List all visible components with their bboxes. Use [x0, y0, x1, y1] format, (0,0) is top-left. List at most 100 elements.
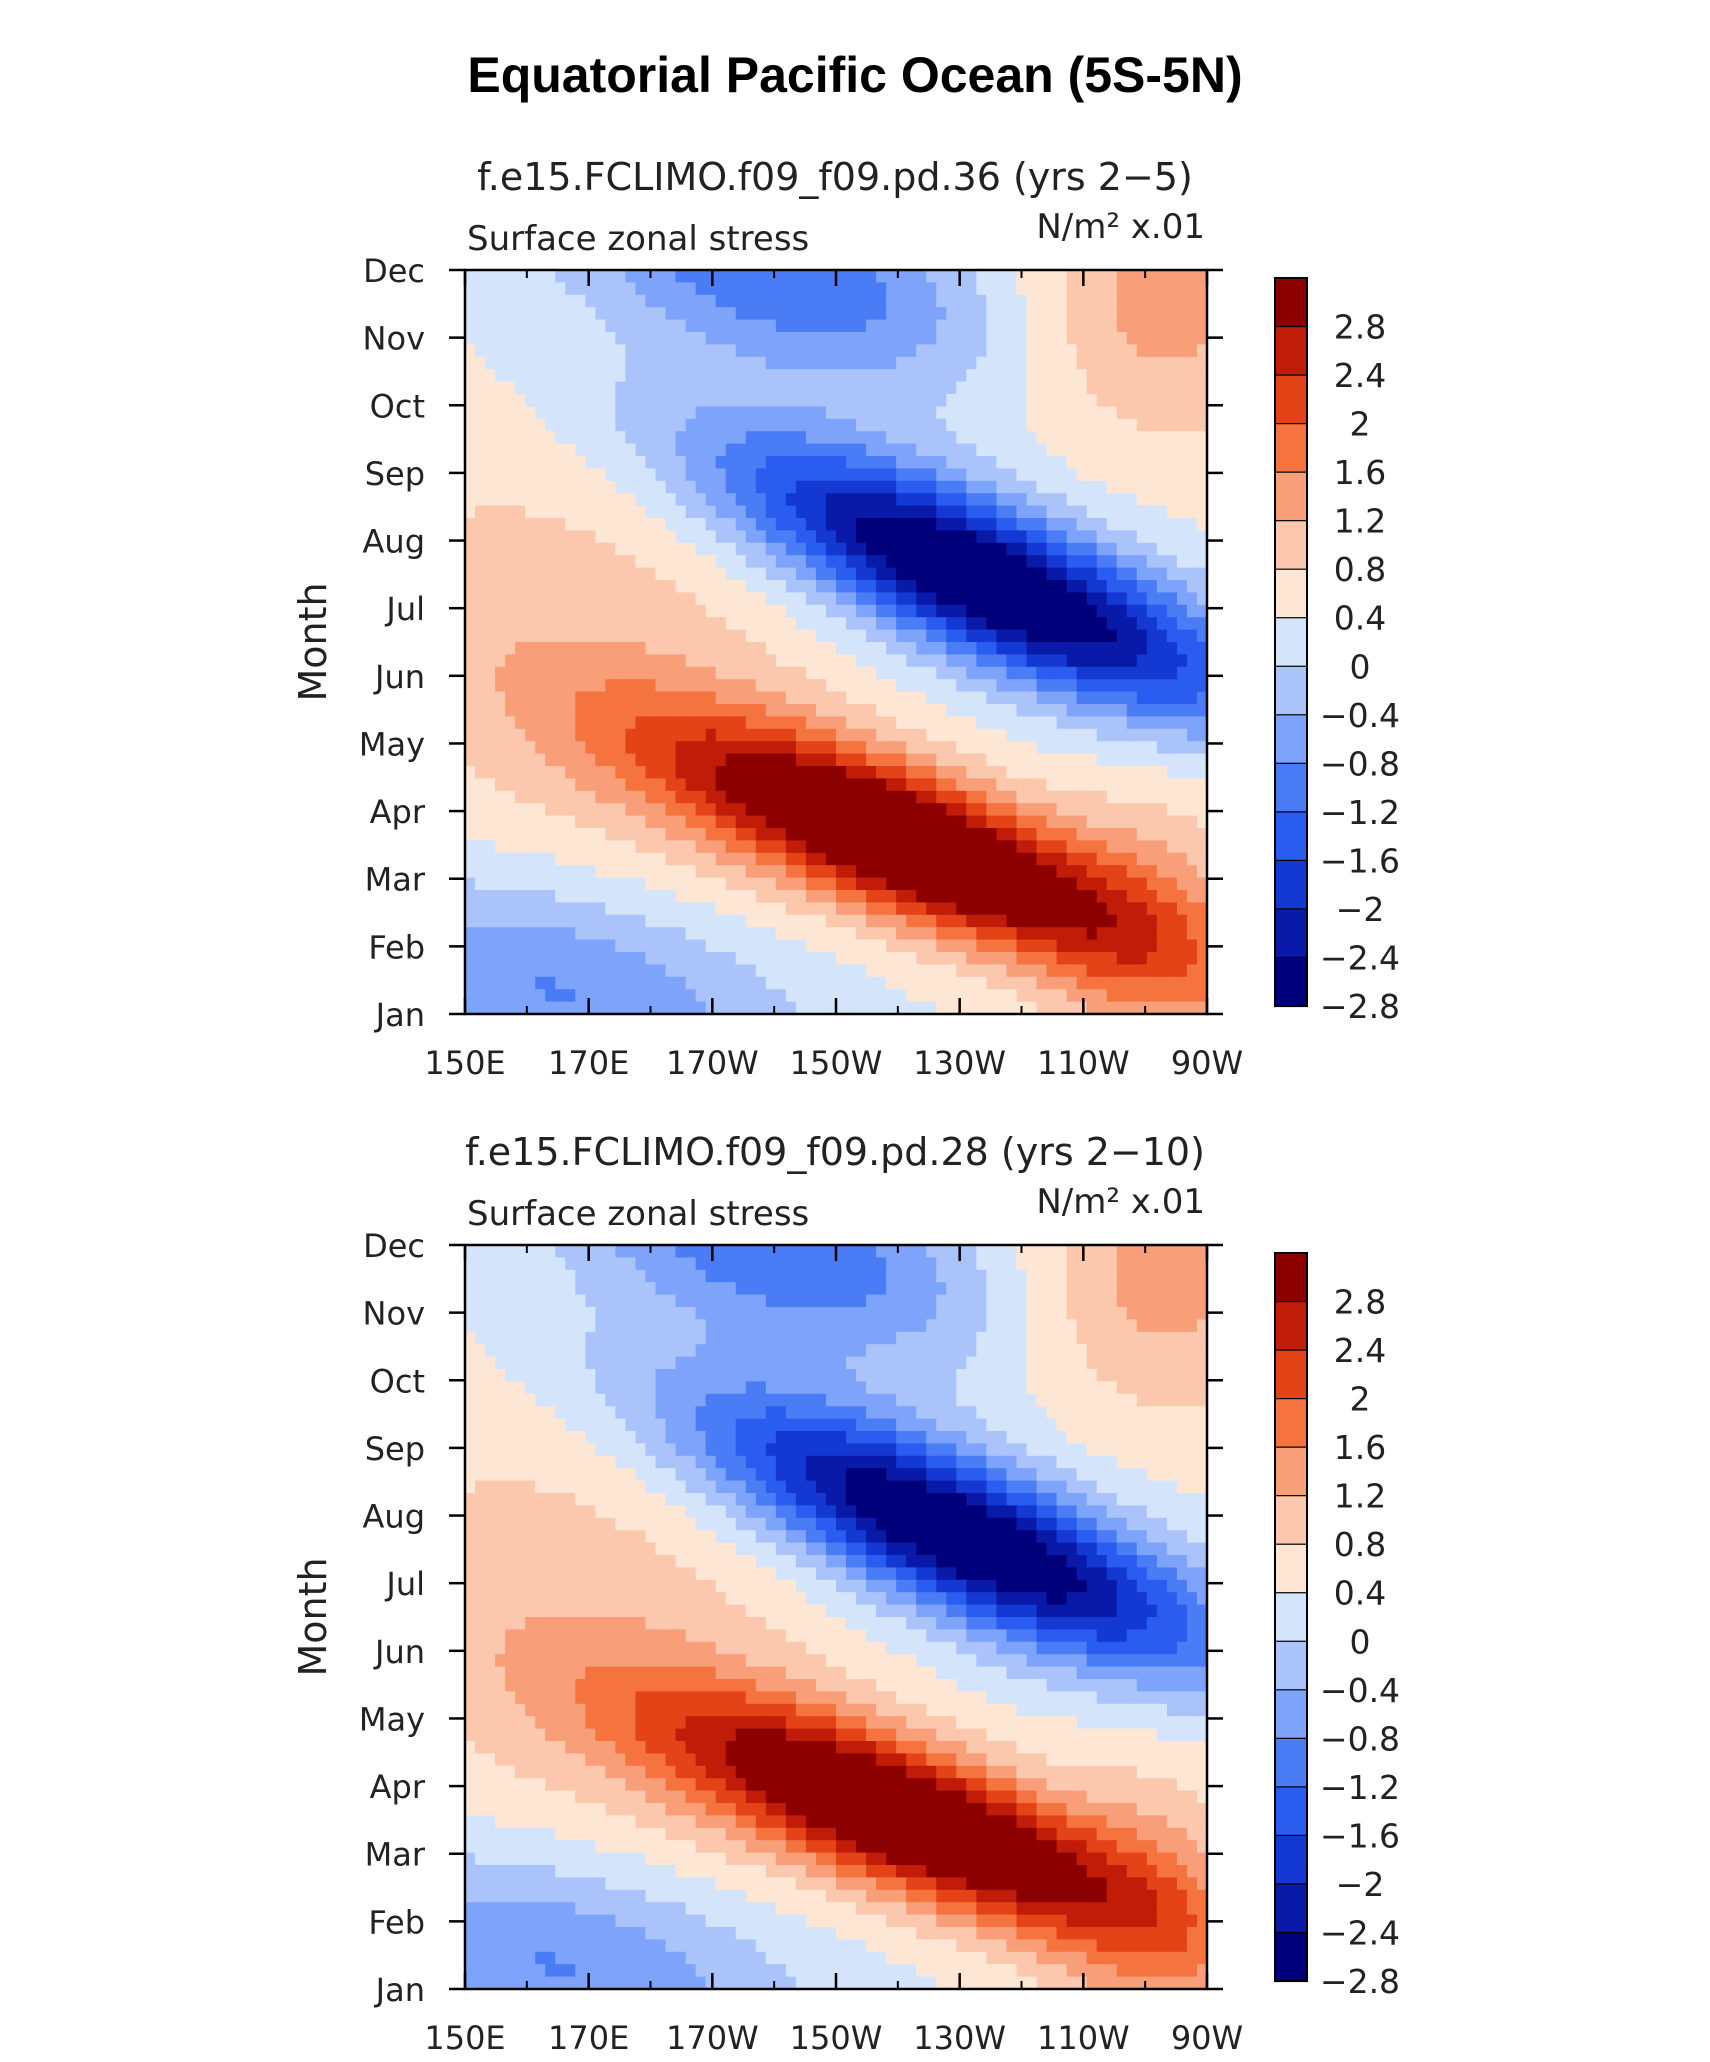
- y-tick-label: Jun: [373, 658, 425, 696]
- y-tick-label: Apr: [370, 1768, 426, 1806]
- x-tick-label: 150E: [424, 1044, 505, 1082]
- colorbar-box: [1274, 908, 1308, 959]
- colorbar-box: [1274, 1640, 1308, 1691]
- colorbar-label: 0.4: [1334, 1574, 1386, 1613]
- panel-title: f.e15.FCLIMO.f09_f09.pd.28 (yrs 2−10): [465, 1130, 1205, 1174]
- colorbar-box: [1274, 568, 1308, 619]
- colorbar-box: [1274, 1689, 1308, 1740]
- y-tick-label: May: [359, 1700, 425, 1738]
- colorbar-box: [1274, 617, 1308, 668]
- colorbar-label: 0: [1350, 647, 1371, 686]
- colorbar-label: −2: [1336, 1865, 1385, 1904]
- x-tick-label: 90W: [1171, 1044, 1243, 1082]
- y-tick-label: Aug: [363, 1498, 425, 1536]
- colorbar-box: [1274, 714, 1308, 765]
- colorbar-label: 2.8: [1334, 1283, 1386, 1322]
- colorbar-box: [1274, 1883, 1308, 1934]
- colorbar-box: [1274, 520, 1308, 571]
- colorbar-box: [1274, 811, 1308, 862]
- y-tick-label: Jan: [374, 1971, 425, 2009]
- colorbar-label: −0.4: [1320, 1671, 1400, 1710]
- colorbar-box: [1274, 423, 1308, 474]
- panel-1: f.e15.FCLIMO.f09_f09.pd.36 (yrs 2−5) Surf…: [291, 155, 1400, 1082]
- x-tick-label: 130W: [913, 2019, 1006, 2057]
- colorbar-label: −1.6: [1320, 1816, 1400, 1855]
- y-tick-label: Mar: [365, 861, 426, 899]
- x-tick-label: 110W: [1037, 2019, 1130, 2057]
- colorbar-box: [1274, 1543, 1308, 1594]
- y-tick-label: Dec: [363, 252, 425, 290]
- y-tick-label: May: [359, 725, 425, 763]
- colorbar-label: 1.6: [1334, 1428, 1386, 1467]
- y-tick-label: Jan: [374, 996, 425, 1034]
- colorbar-box: [1274, 1349, 1308, 1400]
- colorbar-label: 0.8: [1334, 1525, 1386, 1564]
- colorbar-box: [1274, 1737, 1308, 1788]
- variable-label: Surface zonal stress: [467, 1194, 809, 1234]
- colorbar-box: [1274, 1252, 1308, 1303]
- colorbar-box: [1274, 1786, 1308, 1837]
- y-tick-label: Aug: [363, 523, 425, 561]
- y-axis-label: Month: [291, 1557, 335, 1676]
- x-tick-label: 170E: [548, 1044, 629, 1082]
- colorbar-label: 0.4: [1334, 599, 1386, 638]
- y-tick-label: Mar: [365, 1836, 426, 1874]
- x-tick-label: 110W: [1037, 1044, 1130, 1082]
- colorbar-box: [1274, 1834, 1308, 1886]
- y-tick-label: Oct: [370, 1362, 425, 1400]
- colorbar-box: [1274, 859, 1308, 911]
- panel-title: f.e15.FCLIMO.f09_f09.pd.36 (yrs 2−5): [477, 155, 1193, 199]
- colorbar-box: [1274, 1446, 1308, 1497]
- panel-2: f.e15.FCLIMO.f09_f09.pd.28 (yrs 2−10) Sur…: [291, 1130, 1400, 2057]
- y-tick-label: Jul: [384, 1565, 425, 1603]
- contour-field: [465, 1245, 1208, 1990]
- x-tick-label: 170W: [666, 2019, 759, 2057]
- colorbar-label: 0: [1350, 1622, 1371, 1661]
- colorbar-label: 2: [1350, 405, 1371, 444]
- colorbar-box: [1274, 325, 1308, 377]
- colorbar-box: [1274, 1398, 1308, 1449]
- colorbar-label: 0.8: [1334, 550, 1386, 589]
- y-tick-label: Feb: [368, 1903, 425, 1941]
- colorbar-label: 1.2: [1334, 1477, 1386, 1516]
- colorbar-label: 1.6: [1334, 453, 1386, 492]
- y-tick-label: Sep: [365, 455, 425, 493]
- colorbar-box: [1274, 471, 1308, 522]
- y-tick-label: Jul: [384, 590, 425, 628]
- colorbar-label: 2.4: [1334, 1331, 1386, 1370]
- variable-label: Surface zonal stress: [467, 219, 809, 259]
- x-tick-label: 150E: [424, 2019, 505, 2057]
- figure-title: Equatorial Pacific Ocean (5S-5N): [467, 47, 1243, 103]
- y-tick-label: Nov: [363, 320, 425, 358]
- colorbar-box: [1274, 277, 1308, 328]
- colorbar-label: −2: [1336, 890, 1385, 929]
- colorbar-label: −2.8: [1320, 1962, 1400, 2001]
- colorbar-box: [1274, 374, 1308, 425]
- colorbar-label: 2.8: [1334, 308, 1386, 347]
- x-tick-label: 90W: [1171, 2019, 1243, 2057]
- y-tick-label: Oct: [370, 387, 425, 425]
- x-tick-label: 150W: [790, 2019, 883, 2057]
- colorbar-box: [1274, 665, 1308, 716]
- y-tick-label: Apr: [370, 793, 426, 831]
- colorbar-label: −1.6: [1320, 841, 1400, 880]
- colorbar-box: [1274, 762, 1308, 813]
- x-tick-label: 130W: [913, 1044, 1006, 1082]
- y-tick-label: Sep: [365, 1430, 425, 1468]
- colorbar-label: 1.2: [1334, 502, 1386, 541]
- contour-field: [465, 270, 1208, 1015]
- colorbar-box: [1274, 1931, 1308, 1983]
- colorbar-label: −2.8: [1320, 987, 1400, 1026]
- colorbar-label: −1.2: [1320, 793, 1400, 832]
- colorbar-box: [1274, 1495, 1308, 1546]
- units-label: N/m² x.01: [1036, 1182, 1205, 1222]
- y-tick-label: Nov: [363, 1295, 425, 1333]
- colorbar-box: [1274, 1300, 1308, 1352]
- x-tick-label: 150W: [790, 1044, 883, 1082]
- colorbar-label: −2.4: [1320, 938, 1400, 977]
- y-tick-label: Dec: [363, 1227, 425, 1265]
- colorbar-label: −0.8: [1320, 1719, 1400, 1758]
- x-tick-label: 170W: [666, 1044, 759, 1082]
- units-label: N/m² x.01: [1036, 207, 1205, 247]
- colorbar-label: −0.8: [1320, 744, 1400, 783]
